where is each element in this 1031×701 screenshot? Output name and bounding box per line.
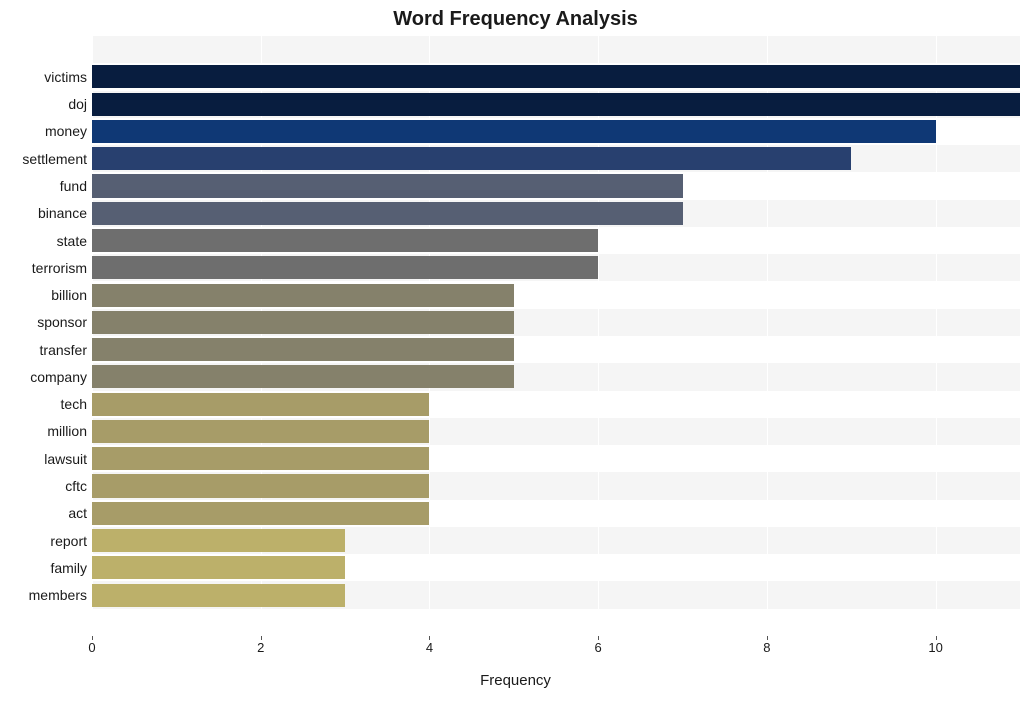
y-axis-label: money bbox=[45, 123, 87, 139]
bar bbox=[92, 393, 429, 416]
bar bbox=[92, 147, 851, 170]
bar bbox=[92, 120, 936, 143]
y-axis-label: sponsor bbox=[37, 314, 87, 330]
y-axis-label: cftc bbox=[65, 478, 87, 494]
y-axis-label: members bbox=[29, 587, 87, 603]
y-axis-label: terrorism bbox=[32, 260, 87, 276]
y-axis-label: report bbox=[50, 533, 87, 549]
word-frequency-chart: Word Frequency Analysis Frequency victim… bbox=[0, 0, 1031, 701]
y-axis-label: lawsuit bbox=[44, 451, 87, 467]
bar bbox=[92, 284, 514, 307]
x-tick-label: 8 bbox=[763, 640, 770, 655]
grid-band bbox=[92, 36, 1020, 63]
y-axis-label: transfer bbox=[40, 342, 87, 358]
x-tick-label: 6 bbox=[595, 640, 602, 655]
x-grid-line bbox=[936, 36, 937, 636]
y-axis-label: victims bbox=[44, 69, 87, 85]
bar bbox=[92, 229, 598, 252]
y-axis-label: doj bbox=[68, 96, 87, 112]
bar bbox=[92, 65, 1020, 88]
bar bbox=[92, 420, 429, 443]
bar bbox=[92, 502, 429, 525]
grid-band bbox=[92, 609, 1020, 636]
bar bbox=[92, 256, 598, 279]
bar bbox=[92, 93, 1020, 116]
x-axis-title: Frequency bbox=[0, 672, 1031, 689]
x-tick-label: 10 bbox=[928, 640, 942, 655]
y-axis-label: settlement bbox=[22, 151, 87, 167]
y-axis-label: act bbox=[68, 505, 87, 521]
bar bbox=[92, 174, 683, 197]
x-tick-label: 2 bbox=[257, 640, 264, 655]
y-axis-label: billion bbox=[51, 287, 87, 303]
bar bbox=[92, 584, 345, 607]
bar bbox=[92, 311, 514, 334]
y-axis-label: fund bbox=[60, 178, 87, 194]
x-tick-label: 4 bbox=[426, 640, 433, 655]
y-axis-label: company bbox=[30, 369, 87, 385]
y-axis-label: binance bbox=[38, 205, 87, 221]
y-axis-label: tech bbox=[61, 396, 87, 412]
bar bbox=[92, 556, 345, 579]
bar bbox=[92, 202, 683, 225]
plot-area bbox=[92, 36, 1020, 636]
bar bbox=[92, 447, 429, 470]
bar bbox=[92, 529, 345, 552]
bar bbox=[92, 474, 429, 497]
y-axis-label: million bbox=[47, 423, 87, 439]
y-axis-label: state bbox=[57, 233, 87, 249]
bar bbox=[92, 338, 514, 361]
chart-title: Word Frequency Analysis bbox=[0, 8, 1031, 31]
x-tick-label: 0 bbox=[88, 640, 95, 655]
bar bbox=[92, 365, 514, 388]
y-axis-label: family bbox=[50, 560, 87, 576]
